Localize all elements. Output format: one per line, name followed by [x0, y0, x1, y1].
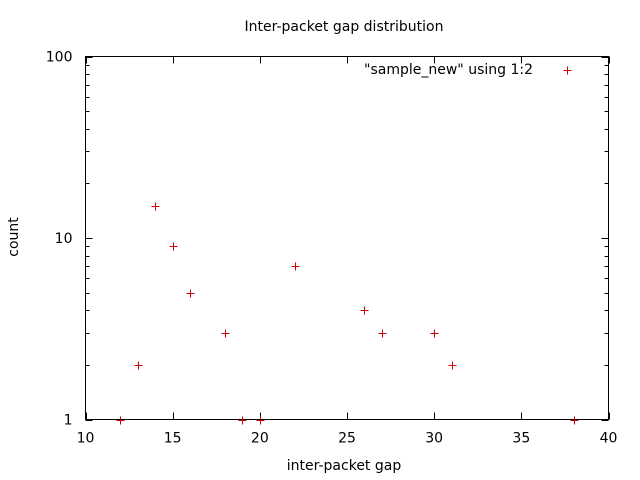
x-axis-label: inter-packet gap — [287, 458, 402, 474]
legend-marker — [563, 66, 572, 75]
x-tick-label: 35 — [512, 431, 530, 447]
y-tick-label: 100 — [46, 50, 73, 66]
data-point — [291, 262, 300, 271]
plot-frame — [85, 56, 609, 420]
x-tick-label: 30 — [425, 431, 443, 447]
x-tick-label: 15 — [164, 431, 182, 447]
data-point — [134, 361, 143, 370]
legend-label: "sample_new" using 1:2 — [364, 62, 533, 78]
data-point — [570, 416, 579, 425]
data-point — [430, 329, 439, 338]
data-point — [360, 306, 369, 315]
data-point — [448, 361, 457, 370]
axis-ticks — [85, 56, 610, 421]
data-point — [221, 329, 230, 338]
x-tick-label: 25 — [338, 431, 356, 447]
data-point — [186, 289, 195, 298]
y-axis-label: count — [6, 217, 22, 257]
chart-title: Inter-packet gap distribution — [245, 19, 444, 35]
x-tick-label: 10 — [77, 431, 95, 447]
data-point — [116, 416, 125, 425]
legend: "sample_new" using 1:2 — [364, 62, 572, 78]
x-tick-label: 20 — [251, 431, 269, 447]
legend-marker-plus — [563, 66, 572, 75]
x-tick-label: 40 — [600, 431, 618, 447]
data-point — [169, 242, 178, 251]
data-point — [256, 416, 265, 425]
data-point — [238, 416, 247, 425]
data-point — [151, 202, 160, 211]
y-tick-label: 10 — [55, 231, 73, 247]
y-tick-label: 1 — [64, 413, 73, 429]
data-point — [378, 329, 387, 338]
data-points — [116, 202, 579, 425]
